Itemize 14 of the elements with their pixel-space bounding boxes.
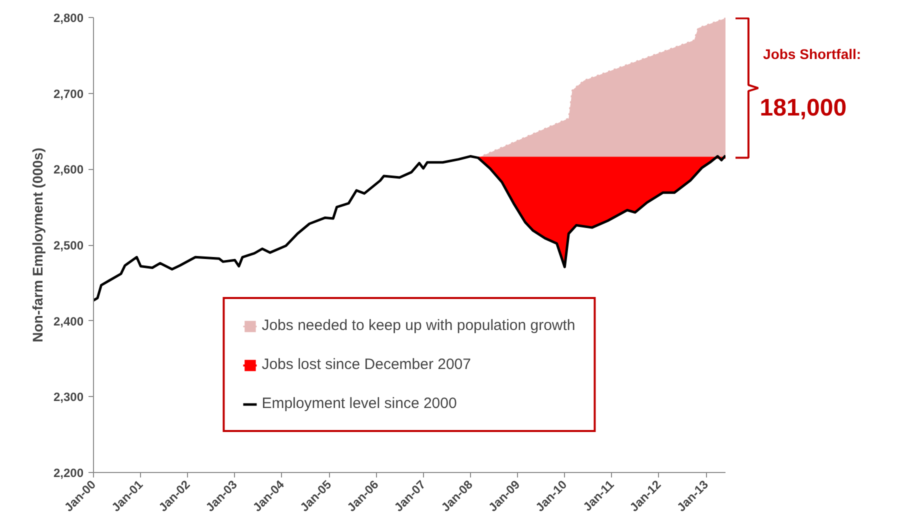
text: 181,000 — [760, 94, 847, 122]
legend-label: Jobs lost since December 2007 — [262, 356, 471, 373]
text: Jobs Shortfall: — [763, 46, 862, 62]
line-series — [94, 154, 726, 302]
y-tick-label: 2,300 — [53, 390, 84, 404]
y-tick-label: 2,400 — [53, 314, 84, 328]
y-tick-label: 2,700 — [53, 86, 84, 101]
y-tick-label: 2,500 — [53, 238, 84, 252]
legend-label: Jobs needed to keep up with population growth — [262, 317, 576, 334]
y-tick-label: 2,200 — [53, 466, 84, 480]
legend-label: Employment level since 2000 — [262, 395, 457, 412]
y-tick-label: 2,600 — [53, 162, 84, 177]
y-tick-label: 2,800 — [53, 11, 84, 25]
y-axis-title: Non-farm Employment (000s) — [29, 148, 46, 342]
